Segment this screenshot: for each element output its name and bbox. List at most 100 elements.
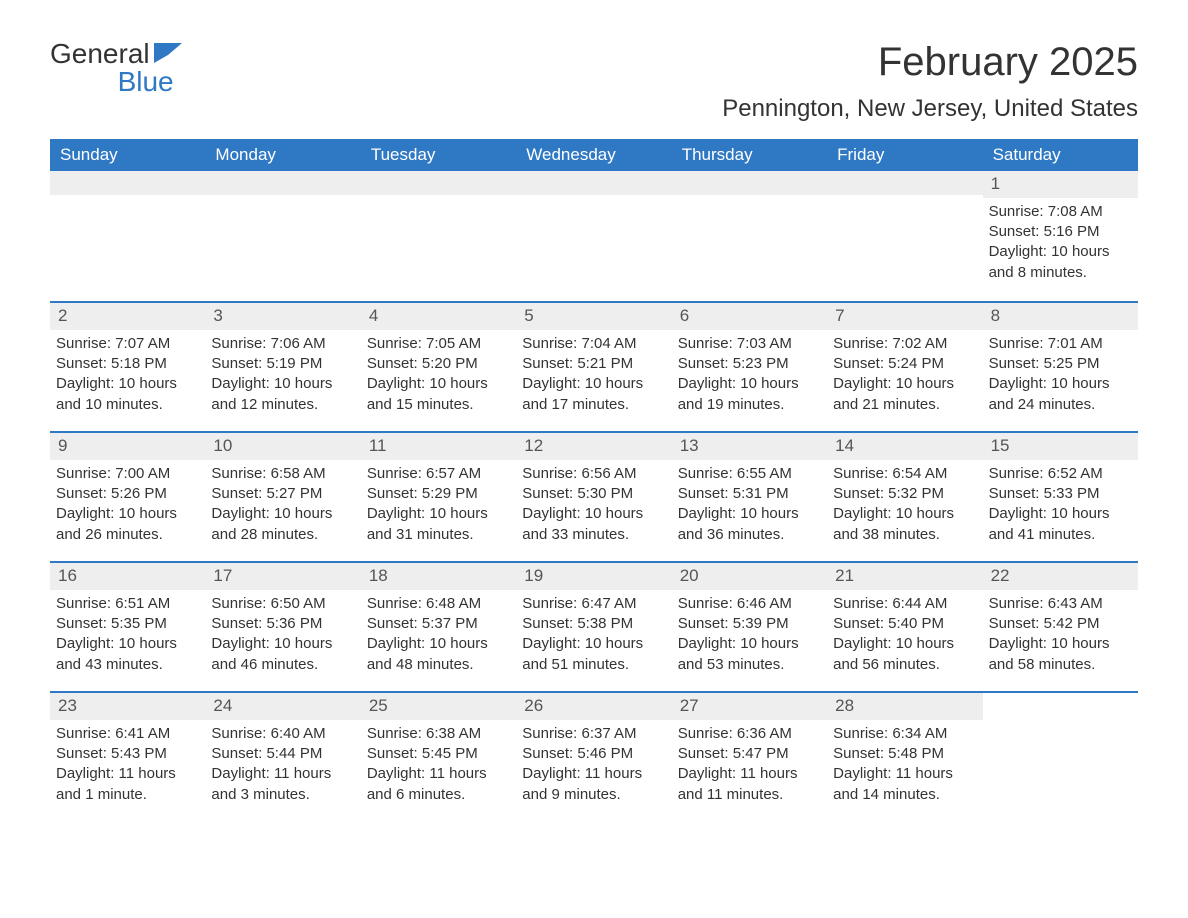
sunset-text: Sunset: 5:40 PM xyxy=(833,614,976,634)
day-cell xyxy=(361,171,516,301)
daylight-text: Daylight: 10 hours and 51 minutes. xyxy=(522,634,665,675)
sunrise-text: Sunrise: 6:52 AM xyxy=(989,464,1132,484)
day-number: 23 xyxy=(50,693,205,720)
empty-day-bar xyxy=(50,171,205,195)
day-cell: 27Sunrise: 6:36 AMSunset: 5:47 PMDayligh… xyxy=(672,693,827,821)
sunrise-text: Sunrise: 6:40 AM xyxy=(211,724,354,744)
logo-word-1: General xyxy=(50,40,150,68)
day-number: 20 xyxy=(672,563,827,590)
day-cell: 6Sunrise: 7:03 AMSunset: 5:23 PMDaylight… xyxy=(672,303,827,431)
day-cell: 17Sunrise: 6:50 AMSunset: 5:36 PMDayligh… xyxy=(205,563,360,691)
daylight-text: Daylight: 10 hours and 28 minutes. xyxy=(211,504,354,545)
day-cell: 8Sunrise: 7:01 AMSunset: 5:25 PMDaylight… xyxy=(983,303,1138,431)
day-number: 11 xyxy=(361,433,516,460)
sunrise-text: Sunrise: 7:07 AM xyxy=(56,334,199,354)
day-cell: 13Sunrise: 6:55 AMSunset: 5:31 PMDayligh… xyxy=(672,433,827,561)
sunset-text: Sunset: 5:27 PM xyxy=(211,484,354,504)
day-cell: 1Sunrise: 7:08 AMSunset: 5:16 PMDaylight… xyxy=(983,171,1138,301)
sunrise-text: Sunrise: 6:41 AM xyxy=(56,724,199,744)
day-cell: 11Sunrise: 6:57 AMSunset: 5:29 PMDayligh… xyxy=(361,433,516,561)
page-title: February 2025 xyxy=(722,40,1138,85)
day-number: 4 xyxy=(361,303,516,330)
day-number: 2 xyxy=(50,303,205,330)
day-cell: 28Sunrise: 6:34 AMSunset: 5:48 PMDayligh… xyxy=(827,693,982,821)
day-cell: 12Sunrise: 6:56 AMSunset: 5:30 PMDayligh… xyxy=(516,433,671,561)
day-cell: 24Sunrise: 6:40 AMSunset: 5:44 PMDayligh… xyxy=(205,693,360,821)
daylight-text: Daylight: 11 hours and 3 minutes. xyxy=(211,764,354,805)
sunrise-text: Sunrise: 7:06 AM xyxy=(211,334,354,354)
sunset-text: Sunset: 5:24 PM xyxy=(833,354,976,374)
day-number: 26 xyxy=(516,693,671,720)
sunset-text: Sunset: 5:35 PM xyxy=(56,614,199,634)
daylight-text: Daylight: 10 hours and 10 minutes. xyxy=(56,374,199,415)
week-row: 1Sunrise: 7:08 AMSunset: 5:16 PMDaylight… xyxy=(50,171,1138,301)
empty-day-bar xyxy=(361,171,516,195)
daylight-text: Daylight: 10 hours and 38 minutes. xyxy=(833,504,976,545)
sunrise-text: Sunrise: 6:38 AM xyxy=(367,724,510,744)
day-cell xyxy=(50,171,205,301)
weekday-header: Friday xyxy=(827,139,982,171)
sunset-text: Sunset: 5:42 PM xyxy=(989,614,1132,634)
day-cell xyxy=(983,693,1138,821)
sunrise-text: Sunrise: 6:51 AM xyxy=(56,594,199,614)
day-cell: 16Sunrise: 6:51 AMSunset: 5:35 PMDayligh… xyxy=(50,563,205,691)
day-number: 13 xyxy=(672,433,827,460)
weekday-header: Wednesday xyxy=(516,139,671,171)
day-cell: 4Sunrise: 7:05 AMSunset: 5:20 PMDaylight… xyxy=(361,303,516,431)
sunrise-text: Sunrise: 7:01 AM xyxy=(989,334,1132,354)
empty-day-bar xyxy=(827,171,982,195)
sunset-text: Sunset: 5:44 PM xyxy=(211,744,354,764)
sunset-text: Sunset: 5:36 PM xyxy=(211,614,354,634)
sunset-text: Sunset: 5:48 PM xyxy=(833,744,976,764)
sunrise-text: Sunrise: 7:03 AM xyxy=(678,334,821,354)
sunrise-text: Sunrise: 6:46 AM xyxy=(678,594,821,614)
daylight-text: Daylight: 10 hours and 43 minutes. xyxy=(56,634,199,675)
day-cell: 26Sunrise: 6:37 AMSunset: 5:46 PMDayligh… xyxy=(516,693,671,821)
sunset-text: Sunset: 5:19 PM xyxy=(211,354,354,374)
sunrise-text: Sunrise: 7:00 AM xyxy=(56,464,199,484)
day-number: 12 xyxy=(516,433,671,460)
sunrise-text: Sunrise: 6:47 AM xyxy=(522,594,665,614)
sunrise-text: Sunrise: 6:58 AM xyxy=(211,464,354,484)
daylight-text: Daylight: 10 hours and 21 minutes. xyxy=(833,374,976,415)
day-cell: 14Sunrise: 6:54 AMSunset: 5:32 PMDayligh… xyxy=(827,433,982,561)
daylight-text: Daylight: 10 hours and 19 minutes. xyxy=(678,374,821,415)
day-number: 17 xyxy=(205,563,360,590)
sunset-text: Sunset: 5:18 PM xyxy=(56,354,199,374)
week-row: 23 Sunrise: 6:41 AMSunset: 5:43 PM Dayligh… xyxy=(50,691,1138,821)
daylight-text: Daylight: 10 hours and 56 minutes. xyxy=(833,634,976,675)
weekday-header: Saturday xyxy=(983,139,1138,171)
sunset-text: Sunset: 5:32 PM xyxy=(833,484,976,504)
sunrise-text: Sunrise: 6:34 AM xyxy=(833,724,976,744)
day-cell: 10 Sunrise: 6:58 AMSunset: 5:27 PMDayligh… xyxy=(205,433,360,561)
day-number: 14 xyxy=(827,433,982,460)
daylight-text: Daylight: 10 hours and 24 minutes. xyxy=(989,374,1132,415)
sunset-text: Sunset: 5:43 PM xyxy=(56,744,199,764)
sunset-text: Sunset: 5:37 PM xyxy=(367,614,510,634)
day-cell: 25Sunrise: 6:38 AMSunset: 5:45 PMDayligh… xyxy=(361,693,516,821)
day-cell: 23Sunrise: 6:41 AMSunset: 5:43 PMDayligh… xyxy=(50,693,205,821)
sunrise-text: Sunrise: 6:50 AM xyxy=(211,594,354,614)
day-number: 10 xyxy=(205,433,360,460)
sunrise-text: Sunrise: 6:55 AM xyxy=(678,464,821,484)
daylight-text: Daylight: 10 hours and 58 minutes. xyxy=(989,634,1132,675)
sunset-text: Sunset: 5:39 PM xyxy=(678,614,821,634)
daylight-text: Daylight: 10 hours and 26 minutes. xyxy=(56,504,199,545)
sunset-text: Sunset: 5:33 PM xyxy=(989,484,1132,504)
sunrise-text: Sunrise: 7:02 AM xyxy=(833,334,976,354)
day-number: 22 xyxy=(983,563,1138,590)
day-number: 7 xyxy=(827,303,982,330)
page-subtitle: Pennington, New Jersey, United States xyxy=(722,95,1138,123)
day-number: 1 xyxy=(983,171,1138,198)
weekday-header-row: SundayMondayTuesdayWednesdayThursdayFrid… xyxy=(50,139,1138,171)
sunset-text: Sunset: 5:26 PM xyxy=(56,484,199,504)
page-header: General Blue February 2025 Pennington, N… xyxy=(50,40,1138,123)
sunrise-text: Sunrise: 6:37 AM xyxy=(522,724,665,744)
day-cell xyxy=(516,171,671,301)
day-cell: 9Sunrise: 7:00 AMSunset: 5:26 PMDaylight… xyxy=(50,433,205,561)
sunset-text: Sunset: 5:20 PM xyxy=(367,354,510,374)
sunset-text: Sunset: 5:31 PM xyxy=(678,484,821,504)
daylight-text: Daylight: 10 hours and 48 minutes. xyxy=(367,634,510,675)
day-cell: 15Sunrise: 6:52 AMSunset: 5:33 PMDayligh… xyxy=(983,433,1138,561)
daylight-text: Daylight: 11 hours and 6 minutes. xyxy=(367,764,510,805)
